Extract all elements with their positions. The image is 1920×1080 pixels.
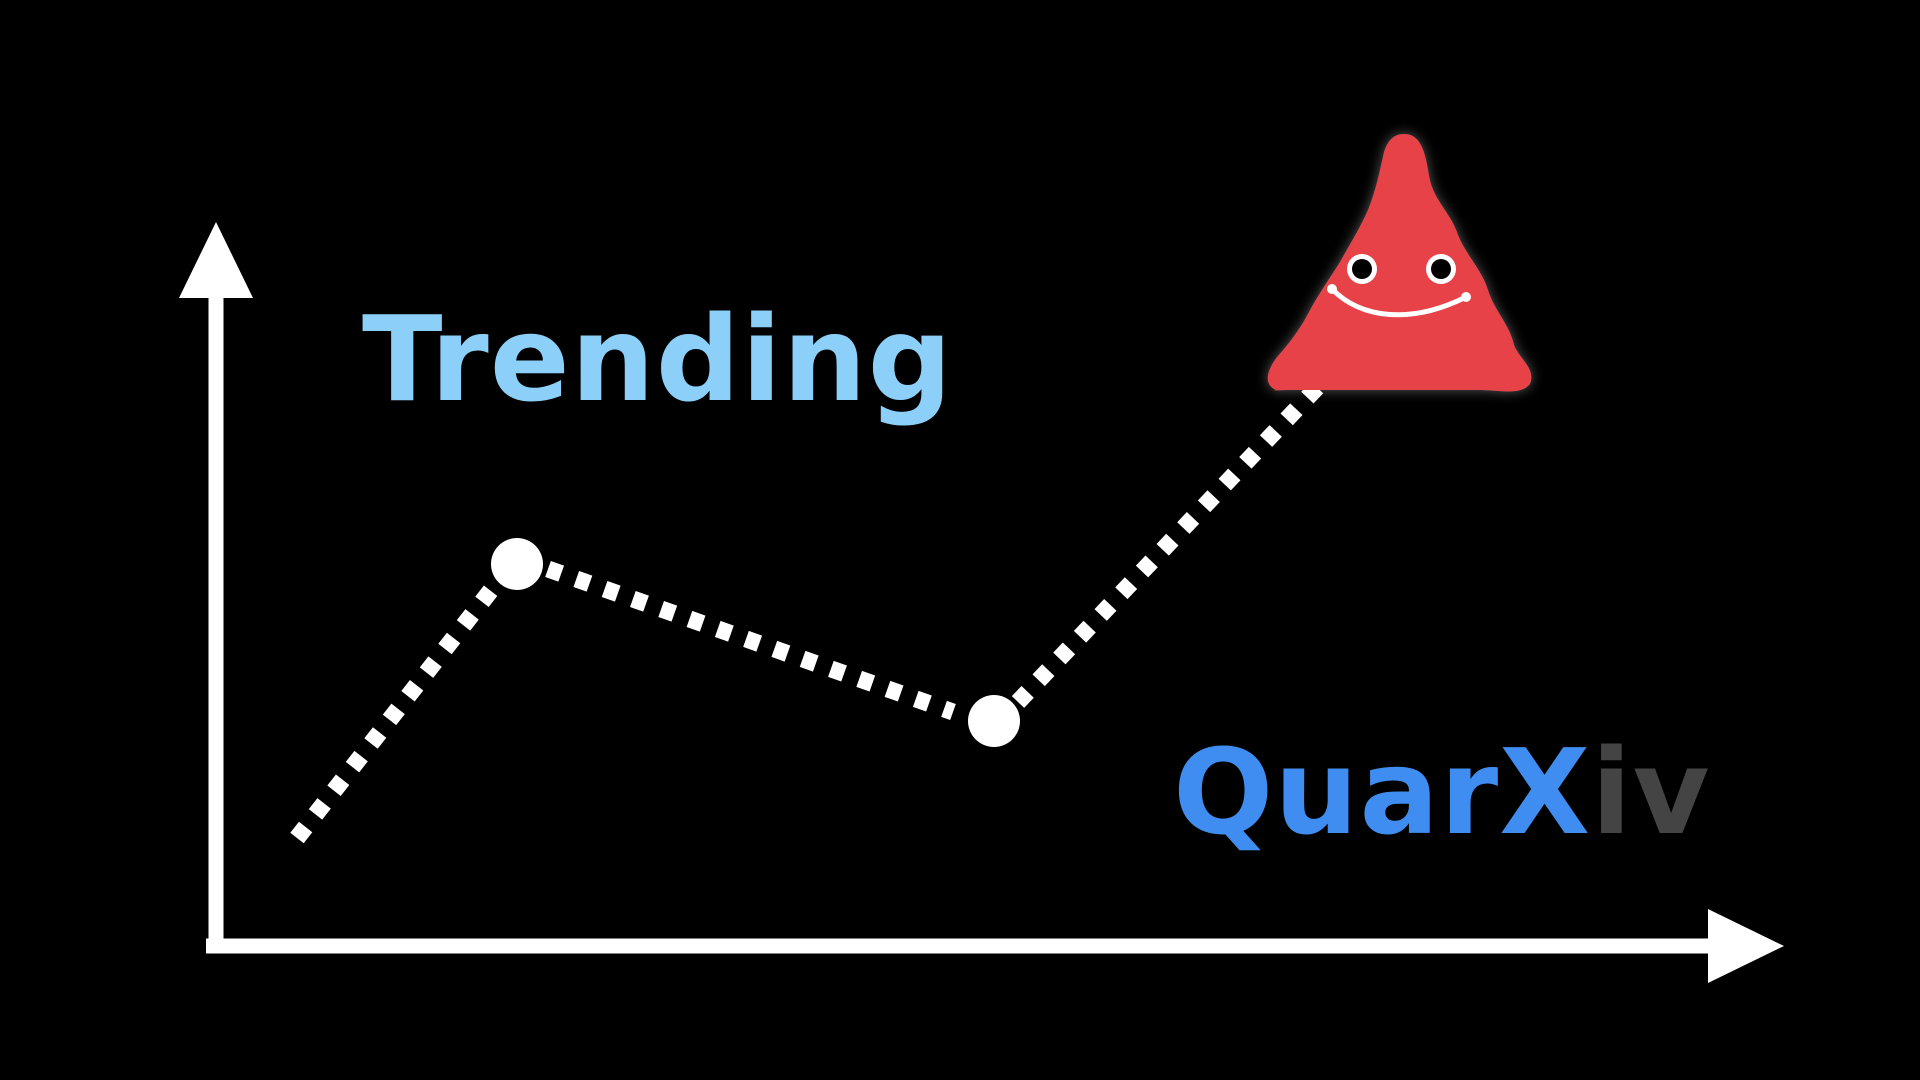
trend-segment-1 <box>290 583 499 844</box>
mascot-smile-end-left <box>1327 284 1337 294</box>
trend-line <box>290 372 1333 844</box>
mascot-smile-end-right <box>1461 292 1471 302</box>
mascot-body <box>1267 134 1532 392</box>
y-axis-arrowhead-icon <box>179 222 253 298</box>
trend-node-peak <box>491 538 543 590</box>
smiling-red-triangle-icon <box>1267 134 1532 392</box>
mascot-right-pupil <box>1431 259 1451 279</box>
trend-segment-3 <box>1011 372 1333 708</box>
axes <box>179 222 1784 983</box>
brand-logo: QuarXiv <box>1173 733 1711 851</box>
x-axis-arrowhead-icon <box>1708 909 1784 983</box>
brand-name-suffix: iv <box>1591 723 1711 861</box>
trend-node-dip <box>968 695 1020 747</box>
trending-heading: Trending <box>362 290 954 428</box>
mascot-left-pupil <box>1352 259 1372 279</box>
brand-name-main: QuarX <box>1173 723 1592 861</box>
trend-segment-2 <box>545 560 956 721</box>
mascot-smile <box>1329 286 1469 318</box>
